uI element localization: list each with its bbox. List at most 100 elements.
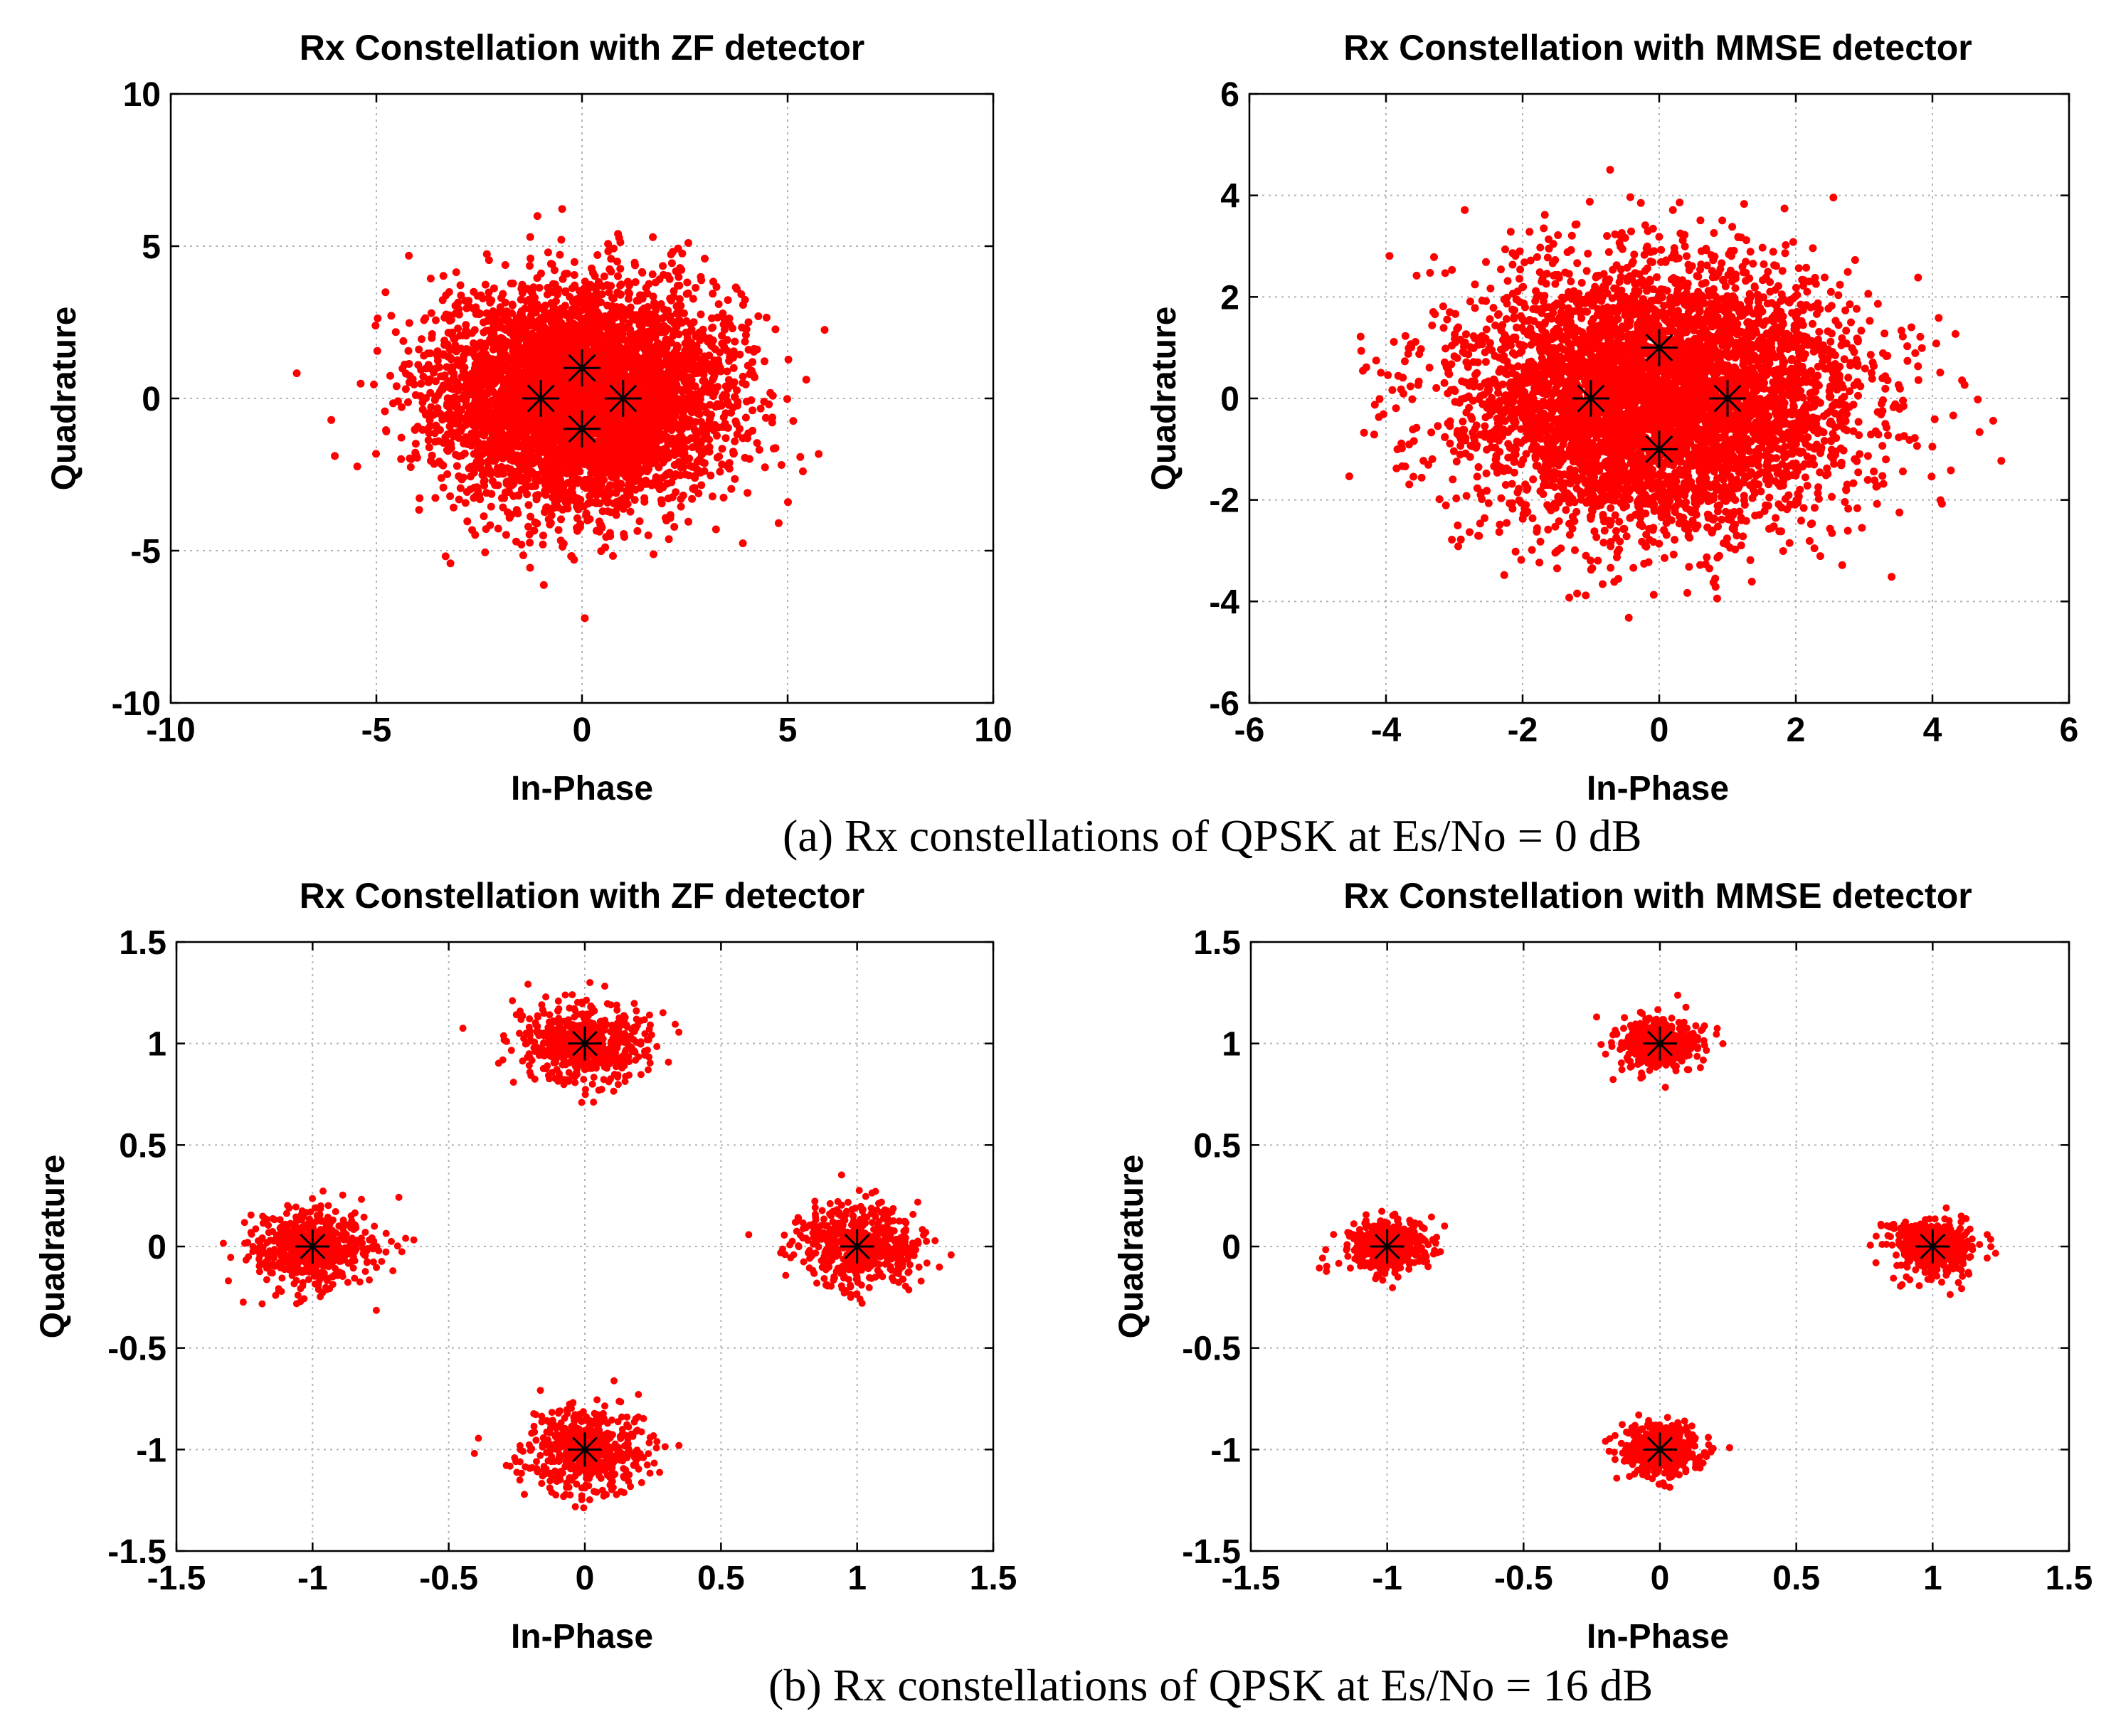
sample-point	[678, 398, 687, 407]
sample-point	[456, 484, 465, 492]
sample-point	[496, 433, 504, 442]
sample-point	[526, 539, 534, 547]
sample-point	[581, 475, 589, 484]
sample-point	[705, 435, 714, 444]
sample-point	[723, 367, 731, 376]
sample-point	[492, 336, 501, 344]
sample-point	[533, 519, 541, 528]
sample-point	[636, 314, 645, 323]
sample-point	[494, 524, 502, 533]
sample-point	[589, 333, 598, 342]
sample-point	[509, 383, 517, 392]
sample-point	[438, 416, 447, 424]
sample-point	[605, 265, 614, 273]
sample-point	[462, 332, 470, 340]
sample-point	[609, 295, 618, 303]
sample-point	[771, 444, 780, 452]
sample-point	[528, 329, 536, 338]
sample-point	[626, 325, 635, 334]
sample-point	[705, 443, 714, 451]
sample-point	[705, 334, 714, 342]
sample-point	[426, 388, 435, 397]
sample-point	[542, 464, 551, 472]
sample-point	[501, 261, 509, 269]
sample-point	[670, 361, 679, 369]
sample-point	[292, 369, 301, 378]
sample-point	[665, 275, 674, 283]
sample-point	[399, 337, 408, 345]
sample-point	[420, 316, 428, 324]
sample-point	[539, 305, 548, 313]
sample-point	[744, 489, 752, 497]
sample-point	[727, 485, 736, 493]
sample-point	[741, 413, 750, 422]
sample-point	[718, 339, 726, 348]
sample-point	[700, 467, 709, 475]
sample-point	[462, 488, 471, 496]
sample-point	[516, 309, 524, 318]
sample-point	[656, 368, 665, 376]
sample-point	[479, 295, 487, 302]
sample-point	[672, 345, 681, 354]
sample-point	[591, 483, 599, 492]
sample-point	[652, 439, 660, 448]
sample-point	[451, 341, 460, 349]
sample-point	[480, 328, 488, 337]
sample-point	[586, 515, 594, 524]
sample-point	[718, 423, 726, 431]
sample-point	[739, 539, 747, 548]
sample-point	[719, 413, 728, 421]
sample-point	[470, 494, 478, 502]
sample-point	[628, 309, 636, 318]
sample-point	[648, 270, 657, 279]
sample-point	[573, 514, 581, 522]
sample-point	[613, 288, 622, 297]
sample-point	[649, 292, 657, 301]
sample-point	[353, 462, 361, 471]
sample-point	[561, 302, 569, 310]
sample-point	[675, 458, 683, 466]
sample-point	[561, 349, 570, 358]
sample-point	[499, 410, 508, 418]
sample-point	[596, 499, 604, 507]
sample-point	[660, 445, 668, 453]
sample-point	[729, 347, 738, 356]
sample-point	[580, 458, 588, 467]
sample-point	[774, 519, 783, 527]
sample-point	[417, 379, 425, 388]
sample-point	[422, 394, 430, 402]
sample-point	[601, 494, 610, 502]
sample-point	[820, 326, 829, 334]
sample-point	[522, 472, 531, 481]
sample-point	[696, 361, 704, 370]
sample-point	[431, 393, 440, 402]
sample-point	[601, 543, 610, 551]
sample-point	[651, 278, 660, 287]
sample-point	[702, 408, 711, 417]
sample-point	[697, 310, 705, 319]
sample-point	[715, 363, 724, 371]
sample-point	[718, 445, 726, 453]
sample-point	[726, 353, 734, 361]
sample-point	[593, 377, 602, 386]
sample-point	[588, 264, 596, 272]
sample-point	[476, 495, 485, 504]
sample-point	[524, 501, 533, 509]
sample-point	[485, 288, 493, 297]
sample-point	[737, 290, 746, 298]
sample-point	[481, 280, 490, 289]
sample-point	[439, 272, 448, 280]
sample-point	[587, 490, 596, 499]
sample-point	[398, 403, 406, 411]
sample-point	[702, 364, 711, 373]
sample-point	[434, 437, 443, 445]
sample-point	[691, 382, 699, 391]
sample-point	[470, 287, 478, 296]
sample-point	[742, 397, 751, 406]
sample-point	[522, 462, 529, 471]
sample-point	[692, 418, 699, 426]
sample-point	[452, 347, 460, 356]
sample-point	[689, 485, 697, 493]
sample-point	[815, 450, 823, 458]
